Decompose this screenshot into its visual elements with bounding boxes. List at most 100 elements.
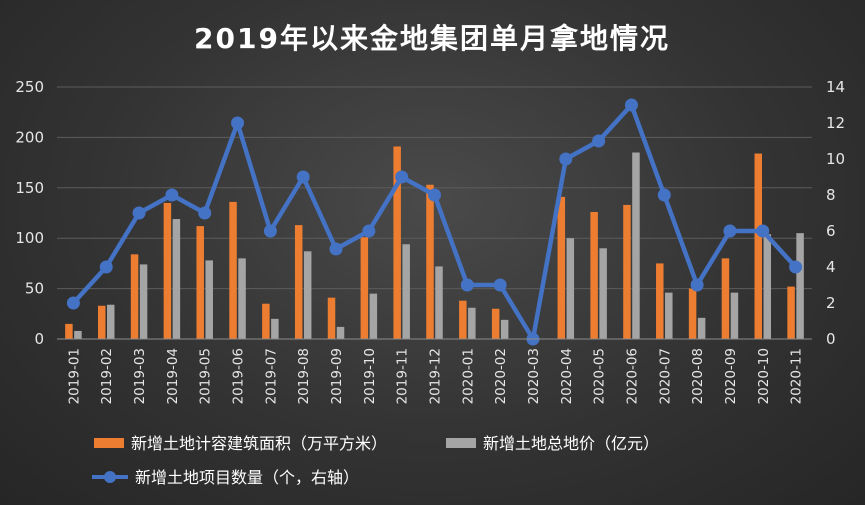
project-count-point-2019-08	[296, 170, 310, 184]
area-bar-2020-08	[688, 288, 697, 339]
right-tick-label: 10	[826, 150, 845, 168]
area-bar-2019-05	[196, 226, 204, 339]
x-tick-label: 2020-09	[723, 348, 739, 404]
project-count-point-2019-02	[99, 260, 113, 274]
area-bar-2019-01	[65, 323, 73, 339]
x-tick-label: 2019-03	[132, 348, 148, 404]
x-tick-label: 2020-01	[460, 348, 476, 404]
project-count-point-2020-11	[789, 260, 803, 274]
project-count-point-2019-10	[362, 224, 376, 238]
price-bar-2019-06	[238, 258, 246, 339]
project-count-point-2019-09	[329, 242, 343, 256]
price-bar-2019-10	[369, 293, 378, 339]
price-bar-2020-08	[697, 317, 706, 339]
price-bar-2019-02	[106, 304, 115, 339]
area-bar-2020-07	[656, 263, 664, 339]
left-tick-label: 50	[25, 280, 44, 298]
right-tick-label: 4	[826, 258, 836, 276]
price-bar-2020-07	[665, 292, 673, 339]
legend-area-label: 新增土地计容建筑面积（万平方米）	[131, 434, 387, 453]
price-bar-2019-03	[139, 264, 148, 339]
right-y-axis: 0 2 4 6 8 10 12 14	[826, 78, 845, 348]
x-tick-label: 2019-01	[66, 348, 82, 404]
left-tick-label: 200	[15, 128, 44, 146]
x-tick-label: 2019-07	[263, 348, 279, 404]
x-tick-label: 2020-03	[526, 348, 542, 404]
price-bar-2020-09	[730, 292, 739, 339]
legend-price-label: 新增土地总地价（亿元）	[483, 434, 659, 453]
project-count-point-2019-01	[66, 296, 80, 310]
price-bar-2019-05	[205, 260, 213, 339]
project-count-point-2019-06	[231, 116, 245, 130]
price-bar-2019-07	[271, 318, 279, 339]
x-tick-label: 2019-04	[165, 348, 181, 404]
price-bar-2020-10	[763, 234, 772, 339]
price-bar-2019-08	[303, 251, 312, 339]
left-tick-label: 250	[15, 78, 44, 96]
area-bar-2020-04	[557, 196, 566, 339]
project-count-point-2020-07	[657, 188, 671, 202]
legend: 新增土地计容建筑面积（万平方米） 新增土地总地价（亿元） 新增土地项目数量（个，右轴…	[92, 434, 659, 487]
area-bar-2020-02	[491, 308, 500, 339]
price-bar-2019-01	[74, 330, 82, 339]
area-bar-2020-06	[623, 204, 631, 339]
area-bar-2019-12	[426, 184, 434, 339]
x-tick-label: 2019-08	[296, 348, 312, 404]
project-count-point-2019-04	[165, 188, 179, 202]
project-count-point-2019-07	[263, 224, 277, 238]
right-tick-label: 2	[826, 294, 836, 312]
x-tick-label: 2019-12	[428, 348, 444, 404]
area-bar-2020-11	[787, 286, 795, 339]
x-tick-label: 2020-04	[559, 348, 575, 404]
project-count-line	[71, 102, 798, 342]
x-tick-label: 2020-05	[592, 348, 608, 404]
left-tick-label: 0	[34, 330, 44, 348]
legend-area-swatch	[94, 438, 124, 448]
project-count-point-2020-01	[460, 278, 474, 292]
x-tick-label: 2020-06	[624, 348, 640, 404]
price-bar-2020-02	[500, 319, 509, 339]
price-bar-2020-05	[599, 248, 607, 339]
x-tick-label: 2020-10	[756, 348, 772, 404]
area-bar-2019-02	[97, 305, 106, 339]
project-count-point-2020-10	[756, 224, 770, 238]
right-tick-label: 0	[826, 330, 836, 348]
area-bar-2019-07	[262, 303, 270, 339]
right-tick-label: 12	[826, 114, 845, 132]
price-bar-2020-04	[566, 238, 575, 339]
left-tick-label: 150	[15, 179, 44, 197]
price-bar-2019-12	[435, 266, 443, 339]
price-bar-2020-01	[468, 307, 476, 339]
project-count-point-2020-06	[624, 98, 638, 112]
legend-count-swatch-marker	[104, 471, 116, 483]
area-bar-2019-11	[393, 146, 401, 339]
project-count-point-2019-05	[198, 206, 212, 220]
price-bar-2019-04	[172, 219, 181, 339]
x-axis: 2019-01 2019-02 2019-03 2019-04 2019-05 2019-…	[57, 338, 812, 404]
area-bar-2019-06	[229, 201, 237, 339]
project-count-point-2019-03	[132, 206, 146, 220]
price-bar-2020-11	[796, 233, 804, 339]
price-bar-2020-06	[632, 152, 640, 339]
right-tick-label: 8	[826, 186, 836, 204]
x-tick-label: 2020-02	[493, 348, 509, 404]
area-bar-2020-10	[754, 153, 763, 339]
x-tick-label: 2019-10	[362, 348, 378, 404]
area-bar-2019-04	[163, 202, 172, 339]
x-tick-label: 2019-02	[99, 348, 115, 404]
price-bar-2019-09	[336, 326, 345, 339]
area-bar-2019-09	[327, 297, 336, 339]
project-count-point-2020-09	[723, 224, 737, 238]
area-bar-2020-09	[721, 258, 730, 339]
project-count-point-2019-11	[395, 170, 409, 184]
price-bar-2019-11	[402, 244, 410, 339]
line-series	[66, 98, 803, 346]
area-bar-2019-03	[130, 254, 139, 339]
area-bar-2020-05	[590, 211, 598, 339]
project-count-point-2019-12	[428, 188, 441, 202]
x-tick-label: 2019-11	[395, 348, 411, 404]
project-count-point-2020-04	[559, 152, 573, 166]
bar-series	[65, 146, 804, 339]
legend-count-label: 新增土地项目数量（个，右轴）	[135, 468, 359, 487]
